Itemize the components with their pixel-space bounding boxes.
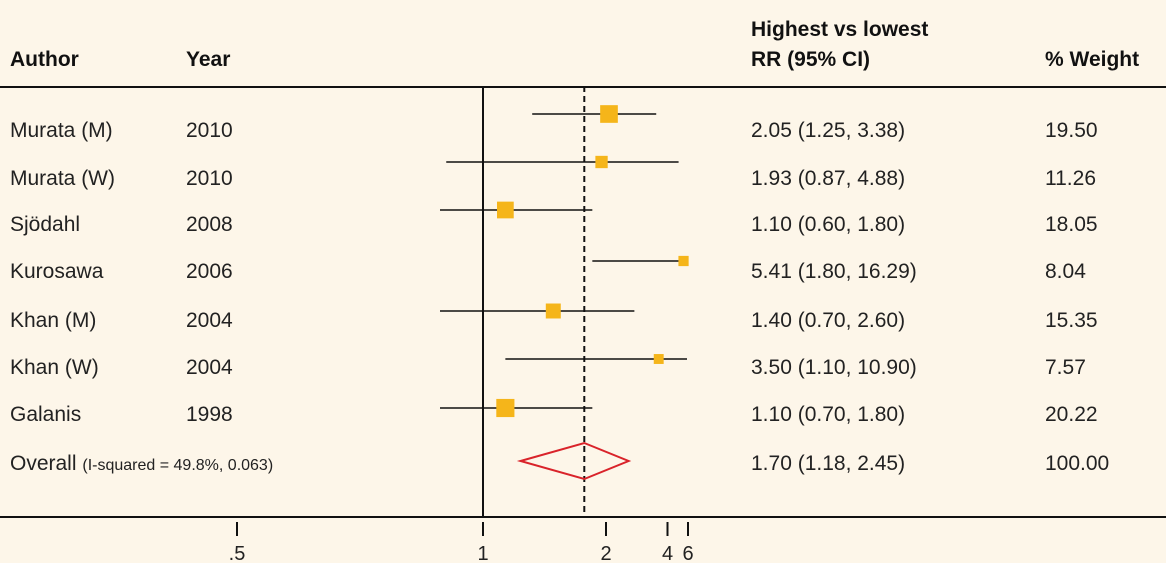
weight-marker — [653, 354, 664, 364]
study-weight: 18.05 — [1045, 213, 1098, 236]
study-rr: 2.05 (1.25, 3.38) — [751, 119, 906, 142]
weight-marker — [545, 303, 561, 319]
header-author: Author — [10, 48, 79, 71]
study-rr: 1.10 (0.60, 1.80) — [751, 213, 906, 236]
study-author: Galanis — [10, 403, 82, 426]
overall-rr: 1.70 (1.18, 2.45) — [751, 452, 906, 475]
header-rr-line2: RR (95% CI) — [751, 48, 871, 71]
header-weight: % Weight — [1045, 48, 1140, 71]
study-rr: 1.40 (0.70, 2.60) — [751, 309, 906, 332]
study-year: 2010 — [186, 167, 233, 190]
overall-weight: 100.00 — [1045, 452, 1110, 475]
study-weight: 19.50 — [1045, 119, 1098, 142]
study-weight: 20.22 — [1045, 403, 1098, 426]
study-author: Sjödahl — [10, 213, 81, 236]
x-tick-label: 2 — [600, 543, 611, 563]
study-rr: 3.50 (1.10, 10.90) — [751, 356, 917, 379]
overall-heterogeneity-note: (I-squared = 49.8%, 0.063) — [82, 457, 274, 474]
x-tick-label: 4 — [662, 543, 673, 563]
overall-label: Overall — [10, 452, 77, 475]
study-weight: 7.57 — [1045, 356, 1086, 379]
study-author: Khan (M) — [10, 309, 97, 332]
study-year: 1998 — [186, 403, 233, 426]
x-tick-label: 1 — [477, 543, 488, 563]
study-author: Kurosawa — [10, 260, 104, 283]
overall-diamond — [516, 441, 632, 481]
study-author: Murata (W) — [10, 167, 115, 190]
weight-marker — [600, 105, 618, 123]
study-year: 2004 — [186, 309, 233, 332]
study-year: 2010 — [186, 119, 233, 142]
weight-marker — [595, 155, 608, 169]
study-year: 2004 — [186, 356, 233, 379]
study-author: Khan (W) — [10, 356, 99, 379]
study-weight: 11.26 — [1045, 167, 1096, 190]
study-rr: 1.10 (0.70, 1.80) — [751, 403, 906, 426]
study-rr: 5.41 (1.80, 16.29) — [751, 260, 917, 283]
study-weight: 15.35 — [1045, 309, 1098, 332]
x-tick-label: .5 — [229, 543, 246, 563]
study-weight: 8.04 — [1045, 260, 1086, 283]
study-author: Murata (M) — [10, 119, 113, 142]
weight-marker — [496, 398, 515, 418]
header-year: Year — [186, 48, 231, 71]
weight-marker — [678, 255, 689, 267]
weight-marker — [496, 201, 514, 219]
overall-label-group: Overall (I-squared = 49.8%, 0.063) — [10, 452, 273, 476]
footer-rule — [0, 516, 1166, 518]
x-tick-label: 6 — [682, 543, 693, 563]
study-rr: 1.93 (0.87, 4.88) — [751, 167, 906, 190]
header-rr-line1: Highest vs lowest — [751, 18, 929, 41]
study-year: 2006 — [186, 260, 233, 283]
header-rule — [0, 86, 1166, 88]
study-year: 2008 — [186, 213, 233, 236]
